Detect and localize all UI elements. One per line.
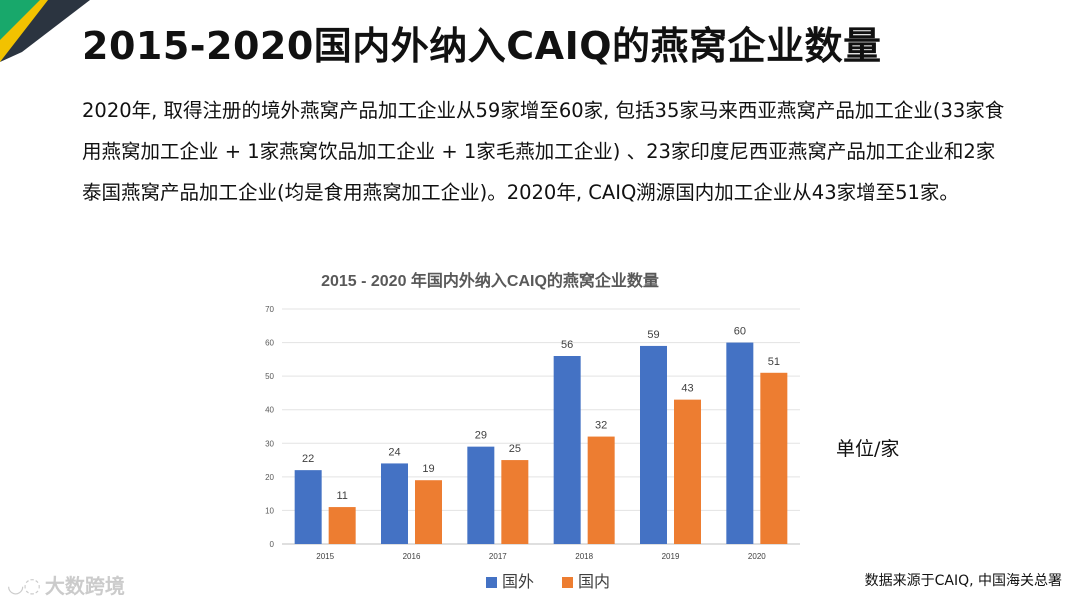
data-label: 22 [302, 453, 314, 465]
bar-domestic [760, 372, 788, 544]
bar-foreign [640, 345, 667, 544]
y-tick-label: 0 [270, 540, 275, 549]
bar-domestic [501, 460, 529, 544]
bar-domestic [328, 507, 356, 544]
source-note: 数据来源于CAIQ, 中国海关总署 [864, 573, 1062, 589]
y-tick-label: 10 [265, 506, 274, 515]
data-label: 32 [595, 420, 607, 432]
x-tick-label: 2016 [403, 552, 421, 561]
bar-domestic [674, 399, 701, 544]
watermark-text: 大数跨境 [44, 574, 125, 598]
body-paragraph: 2020年, 取得注册的境外燕窝产品加工企业从59家增至60家, 包括35家马来… [82, 99, 1005, 204]
x-tick-label: 2017 [489, 552, 507, 561]
corner-decoration [0, 0, 90, 62]
data-label: 59 [647, 329, 659, 341]
data-label: 24 [388, 446, 400, 458]
data-label: 25 [509, 443, 521, 455]
legend-swatch [486, 577, 497, 588]
data-label: 19 [422, 463, 434, 475]
y-tick-label: 40 [265, 406, 274, 415]
bar-foreign [381, 463, 408, 544]
bar-foreign [726, 342, 754, 544]
data-label: 11 [336, 490, 347, 502]
legend-label: 国外 [502, 573, 534, 591]
y-tick-label: 20 [265, 473, 274, 482]
slide-title: 2015-2020国内外纳入CAIQ的燕窝企业数量 [82, 24, 882, 68]
legend-swatch [562, 577, 573, 588]
x-tick-label: 2020 [748, 552, 766, 561]
data-label: 51 [768, 356, 780, 368]
unit-label: 单位/家 [836, 438, 900, 460]
bar-domestic [587, 436, 615, 544]
data-label: 56 [561, 339, 573, 351]
watermark-logo-icon: ◡◌ [8, 572, 41, 597]
x-tick-label: 2019 [662, 552, 680, 561]
legend-label: 国内 [578, 573, 610, 591]
chart-canvas: 2015 - 2020 年国内外纳入CAIQ的燕窝企业数量 0 10 20 30 40 50… [265, 271, 800, 591]
x-tick-label: 2015 [316, 552, 334, 561]
bar-chart: 2015 - 2020 年国内外纳入CAIQ的燕窝企业数量 0 10 20 30 40 50… [250, 262, 810, 606]
bar-foreign [294, 470, 322, 544]
x-tick-label: 2018 [575, 552, 593, 561]
data-label: 29 [475, 430, 487, 442]
y-tick-label: 60 [265, 339, 274, 348]
bar-domestic [415, 480, 442, 544]
data-label: 43 [681, 383, 693, 395]
bar-foreign [467, 446, 495, 544]
bar-foreign [553, 356, 581, 544]
y-tick-label: 30 [265, 439, 274, 448]
y-tick-label: 70 [265, 305, 274, 314]
chart-title: 2015 - 2020 年国内外纳入CAIQ的燕窝企业数量 [321, 271, 659, 290]
y-tick-label: 50 [265, 372, 274, 381]
watermark: ◡◌ 大数跨境 [8, 570, 125, 599]
data-label: 60 [734, 326, 746, 338]
